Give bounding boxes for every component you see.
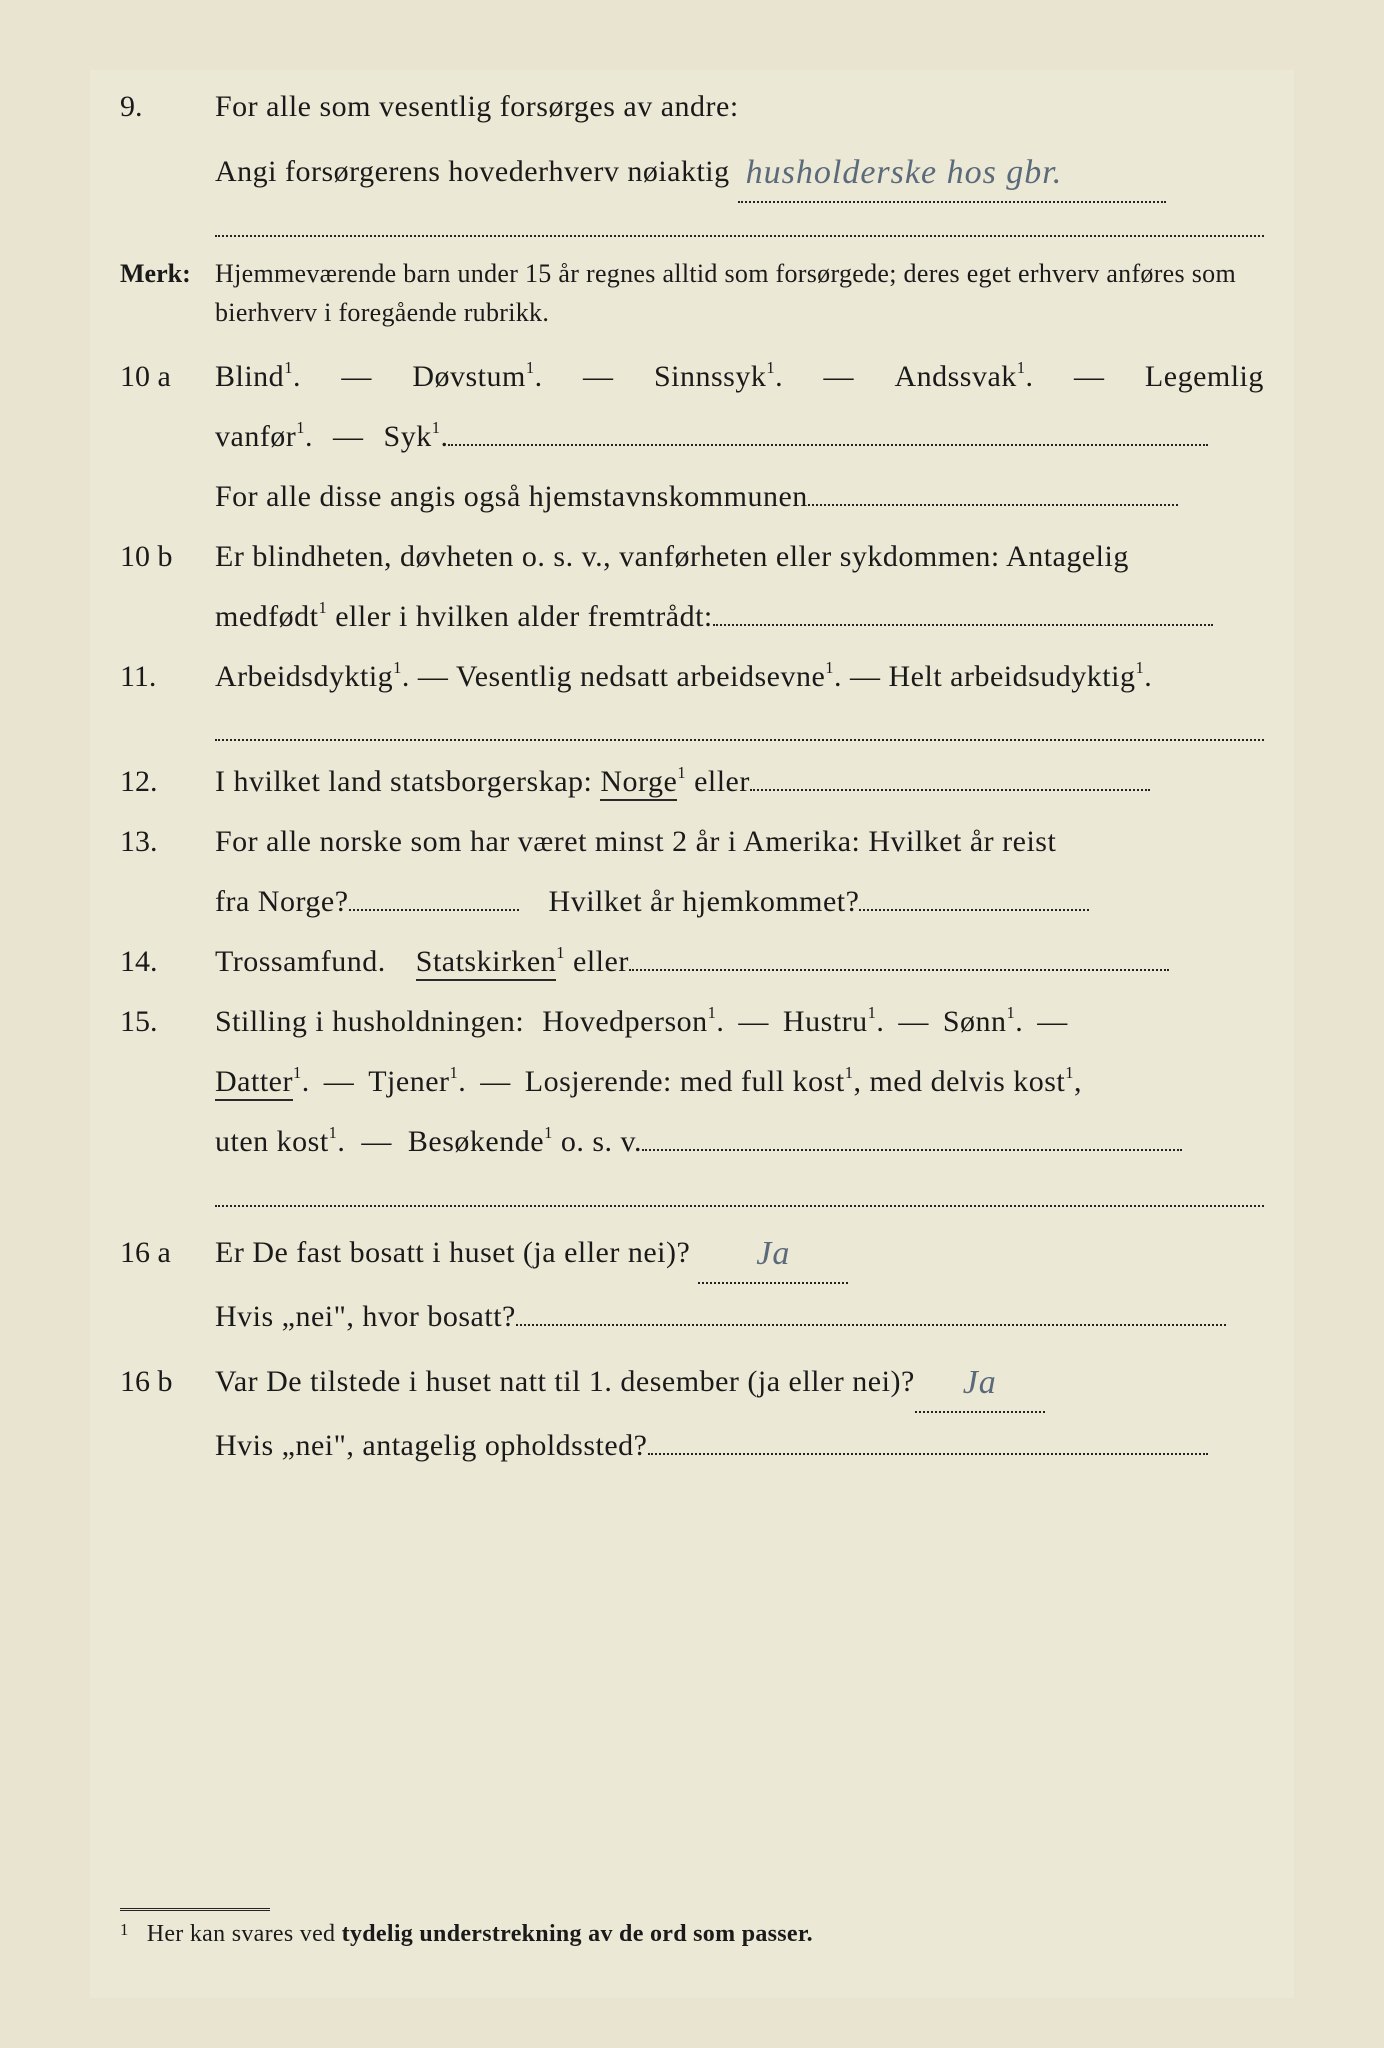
q11-row: 11. Arbeidsdyktig1. — Vesentlig nedsatt …: [120, 650, 1264, 704]
q15-lead: Stilling i husholdningen:: [215, 1005, 524, 1038]
q9-row2: Angi forsørgerens hovederhverv nøiaktig …: [120, 140, 1264, 203]
q10a-opt-dovstum: Døvstum1.: [412, 350, 542, 404]
q9-handwriting: husholderske hos gbr.: [746, 154, 1063, 191]
q10a-opt-legemlig: Legemlig: [1145, 350, 1264, 404]
q16b-line2: Hvis „nei", antagelig opholdssted?: [215, 1429, 648, 1462]
q16b-number: 16 b: [120, 1355, 215, 1409]
q13-row2: fra Norge? Hvilket år hjemkommet?: [120, 875, 1264, 929]
q10a-row3: For alle disse angis også hjemstavnskomm…: [120, 470, 1264, 524]
q16a-line2: Hvis „nei", hvor bosatt?: [215, 1300, 516, 1333]
merk-row: Merk: Hjemmeværende barn under 15 år reg…: [120, 251, 1264, 332]
q16b-q: Var De tilstede i huset natt til 1. dese…: [215, 1365, 915, 1398]
q10a-vanfor: vanfør: [215, 420, 296, 453]
q16a-q: Er De fast bosatt i huset (ja eller nei)…: [215, 1236, 698, 1269]
q9-line1: For alle som vesentlig forsørges av andr…: [215, 80, 1264, 134]
footnote-area: 1 Her kan svares ved tydelig understrekni…: [120, 1908, 1264, 1948]
q15-delvis: med delvis kost: [869, 1065, 1065, 1098]
q11-a: Arbeidsdyktig: [215, 660, 393, 693]
q15-hustru: Hustru: [783, 1005, 868, 1038]
q12-number: 12.: [120, 755, 215, 809]
q13-blank1: [349, 909, 519, 911]
q15-row2: Datter1.—Tjener1.—Losjerende: med full k…: [120, 1055, 1264, 1109]
q14-number: 14.: [120, 935, 215, 989]
q16b-hand: Ja: [963, 1364, 997, 1401]
merk-label: Merk:: [120, 251, 215, 298]
q16a-number: 16 a: [120, 1226, 215, 1280]
q16b-hand-field: Ja: [915, 1350, 1045, 1413]
q10a-row2: vanfør1.—Syk1.: [120, 410, 1264, 464]
q16b-blank: [648, 1453, 1208, 1455]
q12-blank: [750, 789, 1150, 791]
q10b-row2: medfødt1 eller i hvilken alder fremtrådt…: [120, 590, 1264, 644]
q9-number: 9.: [120, 80, 215, 134]
q10a-line3: For alle disse angis også hjemstavnskomm…: [215, 480, 808, 513]
q10b-row1: 10 b Er blindheten, døvheten o. s. v., v…: [120, 530, 1264, 584]
q10a-syk: Syk: [384, 420, 432, 453]
footnote-text-b: tydelig understrekning av de ord som pas…: [342, 1921, 813, 1947]
q16b-row2: Hvis „nei", antagelig opholdssted?: [120, 1419, 1264, 1473]
q11-number: 11.: [120, 650, 215, 704]
q10a-opt-sinnssyk: Sinnssyk1.: [654, 350, 783, 404]
q12-text: I hvilket land statsborgerskap:: [215, 765, 600, 798]
q16b-row1: 16 b Var De tilstede i huset natt til 1.…: [120, 1350, 1264, 1413]
q15-sonn: Sønn: [943, 1005, 1007, 1038]
q15-hoved: Hovedperson: [542, 1005, 707, 1038]
footnote-rule: [120, 1908, 270, 1911]
page: 9. For alle som vesentlig forsørges av a…: [0, 0, 1384, 2048]
q16a-blank: [516, 1324, 1226, 1326]
q14-blank: [629, 969, 1169, 971]
q15-uten: uten kost: [215, 1125, 329, 1158]
q16a-row1: 16 a Er De fast bosatt i huset (ja eller…: [120, 1221, 1264, 1284]
q12-norge: Norge: [600, 765, 677, 801]
footnote-text-a: Her kan svares ved: [147, 1921, 342, 1947]
q12-eller: eller: [686, 765, 750, 798]
q16a-row2: Hvis „nei", hvor bosatt?: [120, 1290, 1264, 1344]
footnote-num: 1: [120, 1920, 129, 1939]
q14-statskirken: Statskirken: [416, 945, 557, 981]
q15-tjener: Tjener: [368, 1065, 449, 1098]
merk-text: Hjemmeværende barn under 15 år regnes al…: [215, 254, 1264, 332]
q14-row: 14. Trossamfund.Statskirken1 eller: [120, 935, 1264, 989]
q10b-number: 10 b: [120, 530, 215, 584]
q11-c: Helt arbeidsudyktig: [889, 660, 1136, 693]
q10b-line1: Er blindheten, døvheten o. s. v., vanfør…: [215, 530, 1264, 584]
q13-line1: For alle norske som har været minst 2 år…: [215, 815, 1264, 869]
q10a-number: 10 a: [120, 350, 215, 404]
q13-fraNorge: fra Norge?: [215, 885, 349, 918]
q15-number: 15.: [120, 995, 215, 1049]
q15-osv: o. s. v.: [553, 1125, 642, 1158]
q13-row1: 13. For alle norske som har været minst …: [120, 815, 1264, 869]
q14-eller: eller: [565, 945, 629, 978]
q15-besok: Besøkende: [408, 1125, 544, 1158]
q15-blank-line: [215, 1179, 1264, 1207]
q16a-hand: Ja: [756, 1235, 790, 1272]
q14-tross: Trossamfund.: [215, 945, 386, 978]
q15-blank: [642, 1149, 1182, 1151]
q10a-row1: 10 a Blind1. — Døvstum1. — Sinnssyk1. — …: [120, 350, 1264, 404]
q9-hand-field: husholderske hos gbr.: [738, 140, 1166, 203]
q9-label: Angi forsørgerens hovederhverv nøiaktig: [215, 155, 730, 188]
q11-blank-line: [215, 714, 1264, 742]
q13-blank2: [859, 909, 1089, 911]
q10b-eller: eller i hvilken alder fremtrådt:: [327, 600, 713, 633]
q15-row1: 15. Stilling i husholdningen: Hovedperson…: [120, 995, 1264, 1049]
q12-row: 12. I hvilket land statsborgerskap: Norg…: [120, 755, 1264, 809]
q10a-blank: [448, 444, 1208, 446]
q11-b: Vesentlig nedsatt arbeidsevne: [456, 660, 825, 693]
q10a-opt-blind: Blind1.: [215, 350, 301, 404]
q10a-kommune-blank: [808, 504, 1178, 506]
form-inner: 9. For alle som vesentlig forsørges av a…: [90, 70, 1294, 1998]
q10a-opt-andssvak: Andssvak1.: [894, 350, 1033, 404]
footnote: 1 Her kan svares ved tydelig understrekni…: [120, 1921, 1264, 1948]
q13-hjemkommet: Hvilket år hjemkommet?: [549, 885, 860, 918]
q15-losj: Losjerende: med full kost: [525, 1065, 845, 1098]
q10b-blank: [713, 624, 1213, 626]
q13-number: 13.: [120, 815, 215, 869]
q15-datter: Datter: [215, 1065, 293, 1101]
q10b-medfodt: medfødt: [215, 600, 318, 633]
q9-row1: 9. For alle som vesentlig forsørges av a…: [120, 80, 1264, 134]
q16a-hand-field: Ja: [698, 1221, 848, 1284]
q15-row3: uten kost1.—Besøkende1 o. s. v.: [120, 1115, 1264, 1169]
q9-blank-line: [215, 209, 1264, 237]
